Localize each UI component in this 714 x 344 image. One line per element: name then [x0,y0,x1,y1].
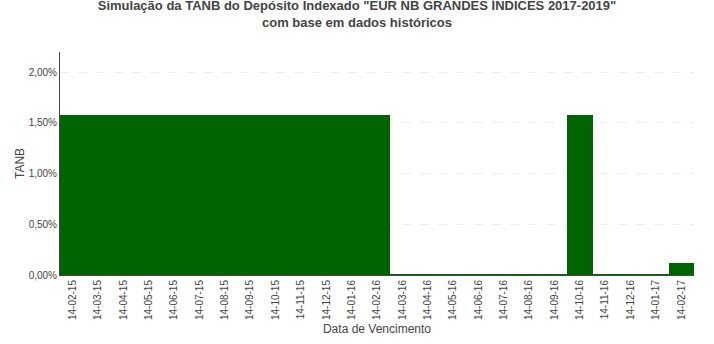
svg-text:14-10-16: 14-10-16 [574,280,585,320]
svg-text:14-08-15: 14-08-15 [219,280,230,320]
svg-text:14-11-15: 14-11-15 [295,280,306,320]
svg-text:14-05-15: 14-05-15 [143,280,154,320]
svg-text:14-12-15: 14-12-15 [321,280,332,320]
svg-text:2,00%: 2,00% [29,67,57,78]
svg-text:14-07-16: 14-07-16 [498,280,509,320]
svg-text:14-02-16: 14-02-16 [371,280,382,320]
svg-text:14-10-15: 14-10-15 [270,280,281,320]
svg-text:0,50%: 0,50% [29,219,57,230]
svg-text:14-01-16: 14-01-16 [346,280,357,320]
svg-text:14-11-16: 14-11-16 [599,280,610,320]
svg-text:14-04-16: 14-04-16 [422,280,433,320]
svg-text:1,00%: 1,00% [29,168,57,179]
svg-text:Data de Vencimento: Data de Vencimento [323,322,431,336]
svg-text:14-09-16: 14-09-16 [549,280,560,320]
svg-text:14-06-16: 14-06-16 [473,280,484,320]
svg-text:14-08-16: 14-08-16 [523,280,534,320]
svg-text:14-09-15: 14-09-15 [244,280,255,320]
svg-text:Simulação da TANB do Depósito: Simulação da TANB do Depósito Indexado "… [98,0,616,30]
svg-text:14-02-17: 14-02-17 [676,280,687,320]
svg-text:14-12-16: 14-12-16 [625,280,636,320]
svg-text:14-01-17: 14-01-17 [650,280,661,320]
svg-text:14-03-15: 14-03-15 [92,280,103,320]
svg-text:14-07-15: 14-07-15 [194,280,205,320]
svg-text:14-06-15: 14-06-15 [168,280,179,320]
svg-text:14-04-15: 14-04-15 [118,280,129,320]
svg-text:TANB: TANB [13,148,27,179]
svg-text:0,00%: 0,00% [29,270,57,281]
svg-text:14-02-15: 14-02-15 [67,280,78,320]
svg-text:1,50%: 1,50% [29,117,57,128]
svg-text:14-05-16: 14-05-16 [447,280,458,320]
svg-text:14-03-16: 14-03-16 [397,280,408,320]
